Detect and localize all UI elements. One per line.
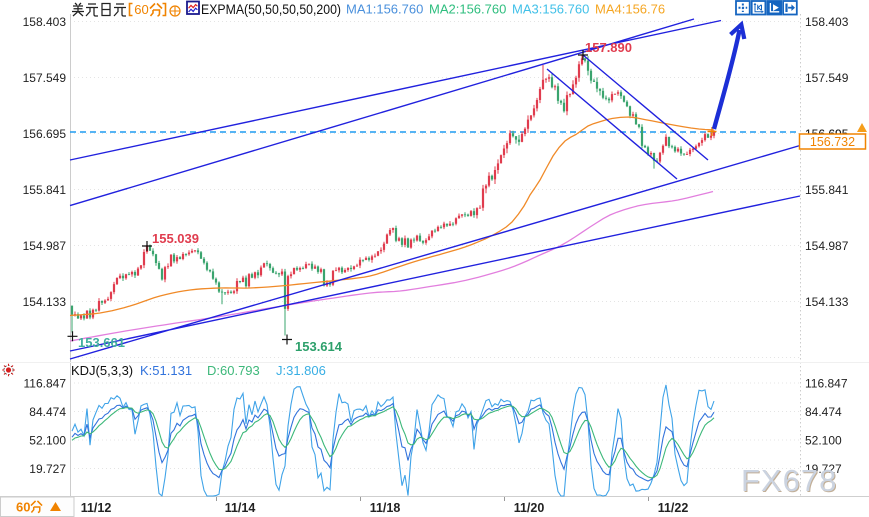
- svg-text:52.100: 52.100: [805, 434, 842, 448]
- svg-text:153.614: 153.614: [295, 339, 343, 354]
- svg-text:K:51.131: K:51.131: [140, 363, 192, 378]
- svg-text:J:31.806: J:31.806: [276, 363, 326, 378]
- svg-text:157.549: 157.549: [23, 71, 67, 85]
- svg-text:154.133: 154.133: [23, 295, 67, 309]
- svg-text:155.039: 155.039: [152, 231, 199, 246]
- svg-text:84.474: 84.474: [29, 405, 66, 419]
- svg-text:52.100: 52.100: [29, 434, 66, 448]
- svg-text:KDJ(5,3,3): KDJ(5,3,3): [71, 363, 133, 378]
- svg-text:155.841: 155.841: [23, 183, 67, 197]
- svg-text:MA1:156.760: MA1:156.760: [346, 2, 423, 17]
- svg-text:156.695: 156.695: [23, 127, 67, 141]
- svg-text:153.661: 153.661: [78, 335, 125, 350]
- svg-text:60: 60: [16, 500, 30, 515]
- svg-text:154.133: 154.133: [805, 295, 849, 309]
- svg-text:60: 60: [134, 2, 148, 17]
- svg-text:MA4:156.76: MA4:156.76: [595, 2, 665, 17]
- svg-text:116.847: 116.847: [24, 377, 67, 391]
- svg-text:154.987: 154.987: [805, 239, 849, 253]
- svg-text:19.727: 19.727: [29, 462, 66, 476]
- svg-text:11/14: 11/14: [225, 501, 256, 515]
- svg-text:MA2:156.760: MA2:156.760: [429, 2, 506, 17]
- svg-text:157.549: 157.549: [805, 71, 849, 85]
- svg-text:158.403: 158.403: [23, 15, 67, 29]
- svg-text:157.890: 157.890: [585, 40, 632, 55]
- svg-text:19.727: 19.727: [805, 462, 842, 476]
- svg-text:11/12: 11/12: [81, 501, 112, 515]
- svg-text:EXPMA(50,50,50,50,200): EXPMA(50,50,50,50,200): [201, 1, 341, 17]
- svg-text:D:60.793: D:60.793: [207, 363, 260, 378]
- svg-text:84.474: 84.474: [805, 405, 842, 419]
- svg-text:154.987: 154.987: [23, 239, 67, 253]
- svg-text:11/20: 11/20: [514, 501, 545, 515]
- svg-text:156.732: 156.732: [810, 135, 855, 149]
- svg-text:11/18: 11/18: [370, 501, 401, 515]
- svg-text:158.403: 158.403: [805, 15, 849, 29]
- svg-text:MA3:156.760: MA3:156.760: [512, 2, 589, 17]
- svg-text:116.847: 116.847: [805, 377, 848, 391]
- svg-text:155.841: 155.841: [805, 183, 849, 197]
- svg-text:FX678: FX678: [741, 463, 837, 498]
- svg-text:11/22: 11/22: [658, 501, 689, 515]
